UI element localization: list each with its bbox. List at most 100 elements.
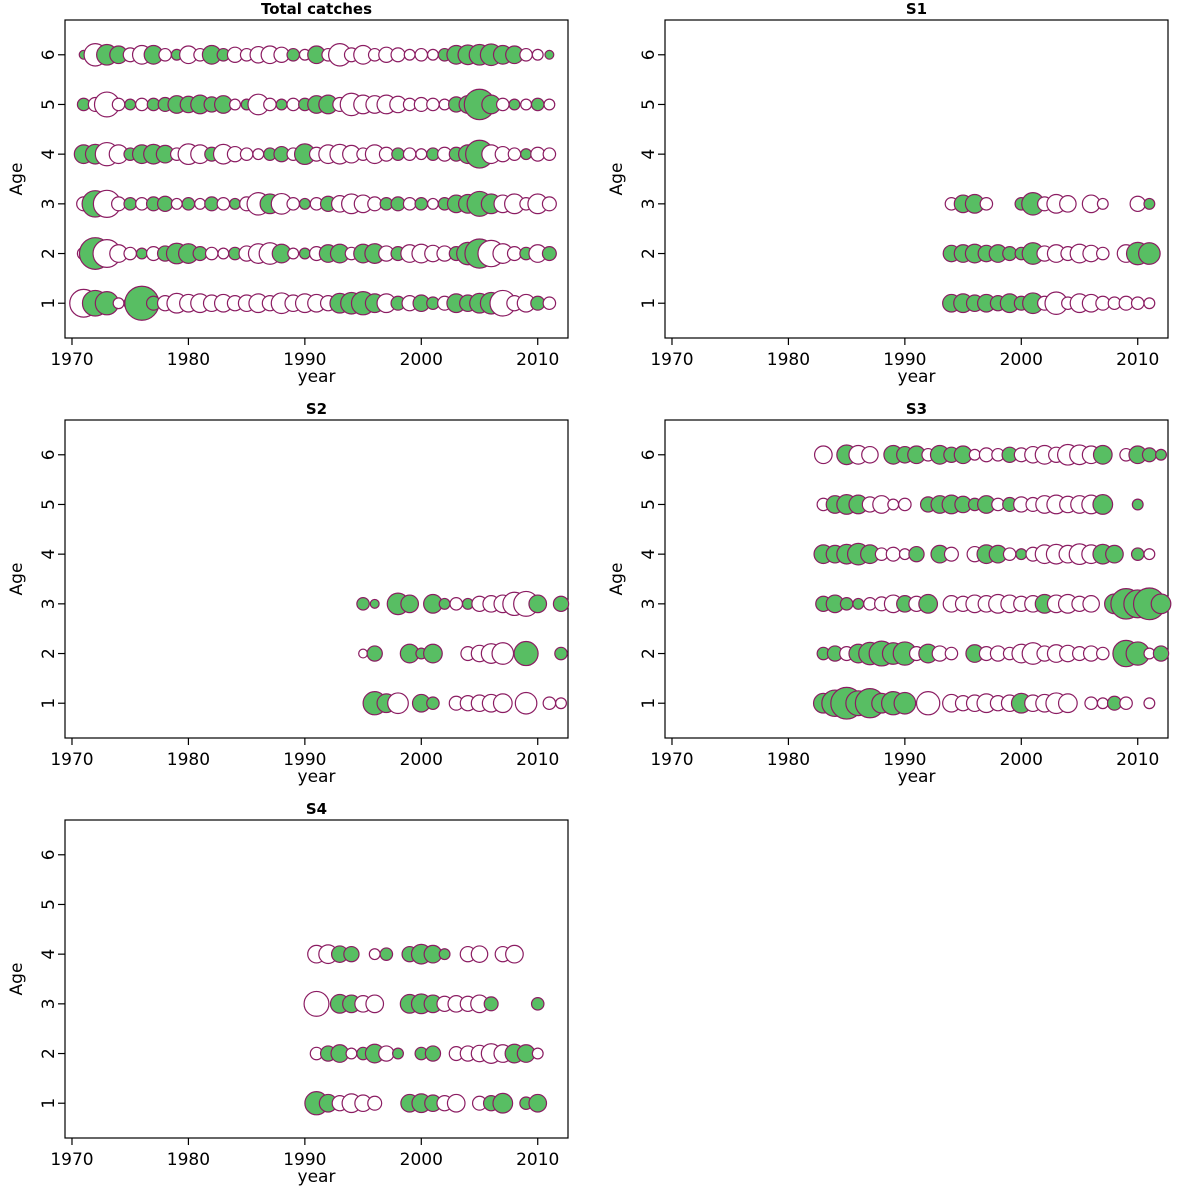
- y-tick-label: 3: [39, 998, 59, 1009]
- bubble-age6-1998: [390, 47, 406, 63]
- bubble-age3-1986: [852, 597, 865, 610]
- y-tick-label: 6: [639, 49, 659, 60]
- bubble-age1-1996: [367, 1095, 383, 1111]
- bubble-age3-1989: [286, 197, 301, 211]
- bubble-age1-2001: [426, 696, 440, 711]
- bubble-age2-2011: [1138, 242, 1161, 265]
- bubble-age1-2011: [542, 296, 557, 311]
- y-tick-label: 2: [39, 1048, 59, 1059]
- bubble-age4-1998: [391, 147, 405, 161]
- plot-box: [664, 419, 1169, 739]
- y-tick-label: 2: [639, 248, 659, 259]
- x-tick-label: 1990: [283, 350, 326, 370]
- bubble-age3-2010: [1129, 195, 1146, 213]
- bubble-age5-1989: [887, 498, 900, 511]
- bubble-age5-1990: [898, 497, 912, 512]
- y-tick-label: 1: [39, 298, 59, 309]
- bubble-age4-2000: [415, 148, 428, 161]
- y-tick-label: 1: [39, 1098, 59, 1109]
- bubble-age6-2011: [1141, 447, 1157, 463]
- y-axis-label: Age: [7, 163, 27, 196]
- x-tick-label: 1980: [167, 1150, 210, 1170]
- x-tick-label: 2000: [400, 750, 443, 770]
- bubble-age2-2007: [491, 642, 515, 665]
- y-tick-label: 3: [39, 598, 59, 609]
- x-tick-label: 1970: [50, 1150, 93, 1170]
- bubble-age4-2008: [1105, 544, 1124, 564]
- x-tick-label: 2010: [1116, 350, 1159, 370]
- bubble-age3-2000: [414, 197, 429, 211]
- bubble-age2-2001: [423, 643, 443, 664]
- bubble-age1-2012: [555, 697, 567, 710]
- y-tick-label: 3: [639, 198, 659, 209]
- x-tick-label: 1980: [767, 350, 810, 370]
- bubble-age1-2009: [514, 691, 538, 715]
- bubble-age2-1989: [287, 247, 300, 260]
- x-tick-label: 1990: [283, 1150, 326, 1170]
- bubble-age1-2007: [492, 1092, 514, 1114]
- bubble-age1-2010: [528, 1093, 548, 1113]
- y-tick-label: 5: [639, 499, 659, 510]
- bubble-age6-2009: [519, 47, 533, 62]
- bubble-age4-2011: [1143, 548, 1156, 561]
- x-tick-label: 2000: [1000, 750, 1043, 770]
- bubble-age2-1995: [358, 648, 369, 659]
- bubble-age2-1976: [135, 247, 148, 260]
- bubble-age2-2007: [1095, 246, 1110, 261]
- bubble-age2-2010: [531, 1047, 544, 1060]
- bubble-age3-1985: [839, 597, 854, 611]
- chart-s4: S4 1970 1980 1990 2000 2010 1 2 3 4 5 6 year Age: [7, 800, 569, 1187]
- x-tick-label: 2010: [516, 350, 559, 370]
- y-tick-label: 5: [39, 99, 59, 110]
- bubble-age3-1979: [170, 197, 183, 210]
- bubble-age3-2006: [1082, 595, 1100, 613]
- bubble-age6-2012: [1155, 448, 1167, 461]
- bubble-age6-2001: [426, 48, 439, 61]
- bubble-age3-2012: [552, 595, 570, 613]
- bubble-age2-1994: [345, 1047, 358, 1060]
- bubble-age2-2012: [1152, 645, 1170, 662]
- x-tick-label: 1980: [167, 750, 210, 770]
- bubble-age3-1992: [918, 593, 939, 614]
- x-axis-label: year: [298, 767, 336, 787]
- bubble-age4-1999: [402, 147, 417, 161]
- y-tick-label: 2: [39, 248, 59, 259]
- bubble-age6-2010: [531, 48, 544, 61]
- bubble-age1-2004: [1057, 693, 1078, 714]
- bubble-age3-2001: [426, 197, 439, 210]
- bubble-age2-1998: [392, 1047, 404, 1060]
- panel-title: S2: [306, 400, 327, 418]
- x-tick-label: 1990: [883, 750, 926, 770]
- bubble-age1-1998: [387, 692, 409, 715]
- x-axis-label: year: [298, 1167, 336, 1187]
- y-tick-label: 2: [39, 648, 59, 659]
- panel-title: S1: [906, 0, 927, 18]
- bubble-age4-1996: [368, 948, 381, 961]
- bubble-age1-2007: [492, 693, 513, 714]
- y-tick-label: 2: [639, 648, 659, 659]
- bubble-age3-2007: [1096, 197, 1109, 210]
- bubble-age5-2009: [520, 98, 533, 111]
- bubble-age3-1996: [369, 598, 380, 609]
- bubble-age6-1996: [968, 448, 981, 461]
- bubble-age3-1984: [229, 197, 241, 210]
- y-tick-label: 5: [39, 499, 59, 510]
- bubble-age3-1996: [365, 994, 385, 1014]
- bubble-age6-1983: [813, 445, 833, 465]
- bubble-age1-2007: [1096, 697, 1109, 710]
- bubble-age5-2010: [1131, 498, 1144, 511]
- panel-empty: [600, 800, 1200, 1200]
- bubble-age1-2006: [1084, 696, 1098, 711]
- y-tick-label: 3: [639, 598, 659, 609]
- bubble-age2-1997: [378, 1045, 395, 1062]
- plot-box: [64, 19, 569, 339]
- bubble-age1-2011: [1143, 297, 1156, 310]
- panel-s3: S3 1970 1980 1990 2000 2010 1 2 3 4 5 6 year Age: [600, 400, 1200, 800]
- chart-s1: S1 1970 1980 1990 2000 2010 1 2 3 4 5 6 year Age: [607, 0, 1169, 387]
- y-tick-label: 1: [39, 698, 59, 709]
- y-tick-label: 4: [39, 149, 59, 160]
- bubble-age5-2007: [495, 97, 510, 112]
- bubble-age4-2011: [542, 147, 557, 161]
- bubble-age2-1983: [217, 247, 230, 260]
- bubble-age6-1989: [286, 47, 301, 62]
